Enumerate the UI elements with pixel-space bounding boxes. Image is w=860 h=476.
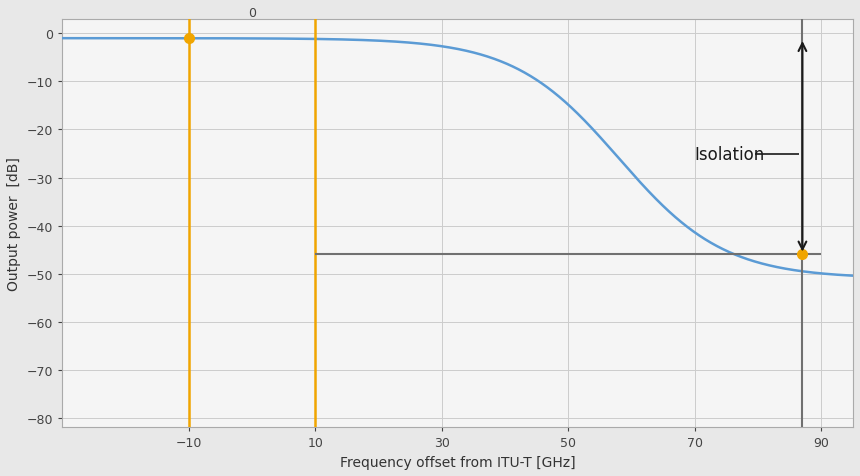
Text: Isolation: Isolation	[695, 145, 765, 163]
X-axis label: Frequency offset from ITU-T [GHz]: Frequency offset from ITU-T [GHz]	[340, 455, 575, 469]
Text: 0: 0	[248, 7, 256, 20]
Y-axis label: Output power  [dB]: Output power [dB]	[7, 157, 21, 290]
